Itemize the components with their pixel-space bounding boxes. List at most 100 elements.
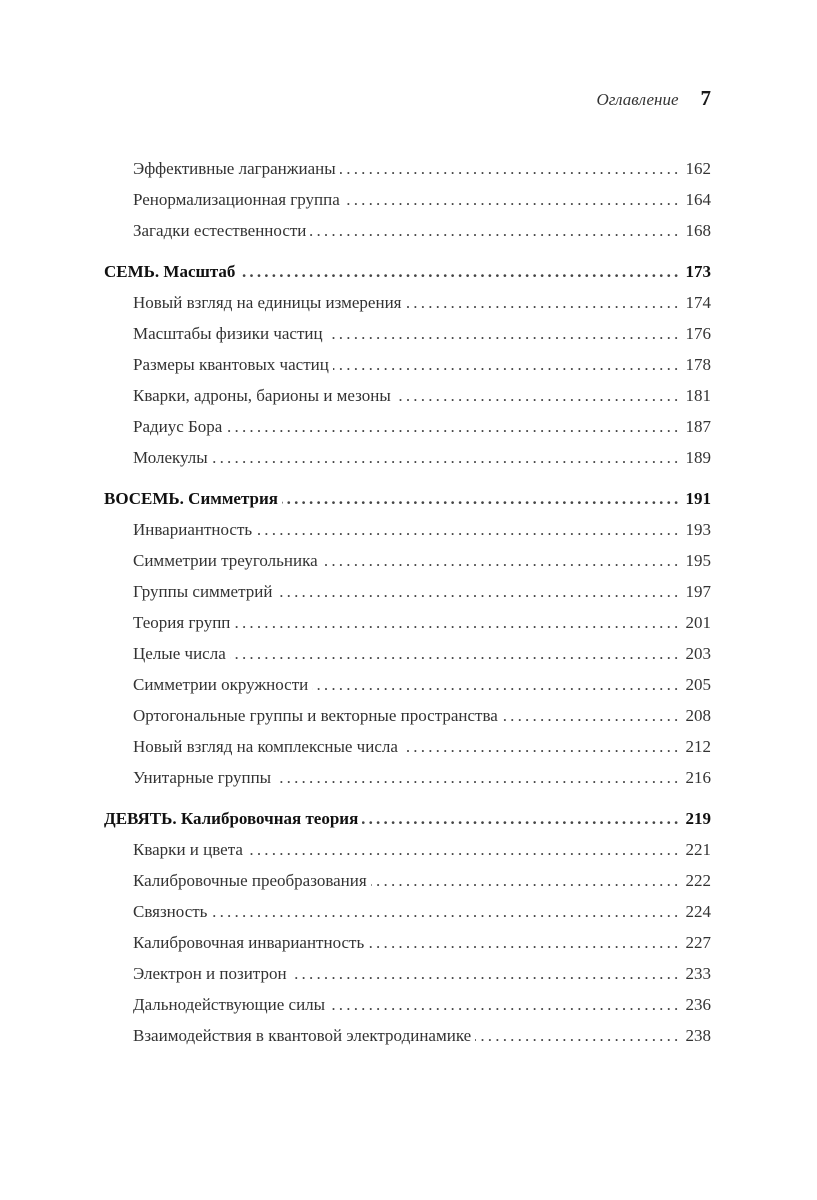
toc-entry-title: Молекулы [133, 448, 208, 467]
toc-section-entry[interactable]: Радиус Бора.............................… [104, 411, 711, 442]
toc-section-entry[interactable]: Симметрии окружности....................… [104, 669, 711, 700]
toc-entry-title: Радиус Бора [133, 417, 223, 436]
toc-section-entry[interactable]: Ортогональные группы и векторные простра… [104, 700, 711, 731]
toc-entry-page: 168 [685, 221, 712, 240]
toc-entry-page: 212 [685, 737, 712, 756]
toc-entry-page: 208 [685, 706, 712, 725]
toc-section-entry[interactable]: Унитарные группы........................… [104, 762, 711, 793]
toc-entry-title: Размеры квантовых частиц [133, 355, 329, 374]
dot-leader: ........................................… [230, 644, 682, 663]
toc-entry-title: Электрон и позитрон [133, 964, 287, 983]
toc-section-entry[interactable]: Группы симметрий........................… [104, 576, 711, 607]
running-header: Оглавление 7 [596, 86, 711, 111]
toc-entry-page: 176 [685, 324, 712, 343]
toc-section-entry[interactable]: Теория групп............................… [104, 607, 711, 638]
dot-leader: ........................................… [234, 613, 682, 632]
toc-section-entry[interactable]: Связность...............................… [104, 896, 711, 927]
dot-leader: ........................................… [276, 582, 682, 601]
toc-entry-page: 224 [685, 902, 712, 921]
dot-leader: ........................................… [501, 706, 682, 725]
dot-leader: ........................................… [312, 675, 682, 694]
toc-section-entry[interactable]: Целые числа.............................… [104, 638, 711, 669]
toc-entry-page: 205 [685, 675, 712, 694]
toc-chapter-entry[interactable]: ДЕВЯТЬ. Калибровочная теория............… [104, 803, 711, 834]
dot-leader: ........................................… [310, 221, 682, 240]
dot-leader: ........................................… [362, 809, 682, 828]
toc-section-entry[interactable]: Новый взгляд на комплексные числа.......… [104, 731, 711, 762]
toc-entry-title: Калибровочная инвариантность [133, 933, 365, 952]
toc-entry-page: 162 [685, 159, 712, 178]
toc-section-entry[interactable]: Масштабы физики частиц..................… [104, 318, 711, 349]
toc-entry-page: 201 [685, 613, 712, 632]
toc-section-entry[interactable]: Новый взгляд на единицы измерения.......… [104, 287, 711, 318]
dot-leader: ........................................… [475, 1026, 682, 1045]
toc-section-entry[interactable]: Эффективные лагранжианы.................… [104, 153, 711, 184]
dot-leader: ........................................… [291, 964, 682, 983]
toc-entry-page: 181 [685, 386, 712, 405]
toc-entry-title: Масштабы физики частиц [133, 324, 323, 343]
toc-section-entry[interactable]: Размеры квантовых частиц................… [104, 349, 711, 380]
toc-section-entry[interactable]: Загадки естественности..................… [104, 215, 711, 246]
toc-entry-title: Взаимодействия в квантовой электродинами… [133, 1026, 472, 1045]
toc-section-entry[interactable]: Ренормализационная группа...............… [104, 184, 711, 215]
toc-entry-page: 227 [685, 933, 712, 952]
toc-entry-title: Ренормализационная группа [133, 190, 340, 209]
dot-leader: ........................................… [339, 159, 682, 178]
toc-section-entry[interactable]: Симметрии треугольника..................… [104, 545, 711, 576]
toc-entry-title: Новый взгляд на единицы измерения [133, 293, 402, 312]
toc-section-entry[interactable]: Взаимодействия в квантовой электродинами… [104, 1020, 711, 1051]
toc-entry-page: 174 [685, 293, 712, 312]
toc-section-entry[interactable]: Электрон и позитрон.....................… [104, 958, 711, 989]
toc-entry-page: 233 [685, 964, 712, 983]
dot-leader: ........................................… [321, 551, 682, 570]
toc-section-entry[interactable]: Дальнодействующие силы..................… [104, 989, 711, 1020]
dot-leader: ........................................… [282, 489, 682, 508]
toc-entry-page: 219 [685, 809, 712, 828]
toc-entry-title: Группы симметрий [133, 582, 273, 601]
dot-leader: ........................................… [332, 355, 682, 374]
dot-leader: ........................................… [395, 386, 682, 405]
toc-entry-page: 195 [685, 551, 712, 570]
dot-leader: ........................................… [402, 737, 682, 756]
dot-leader: ........................................… [226, 417, 682, 436]
dot-leader: ........................................… [343, 190, 682, 209]
toc-entry-title: Симметрии треугольника [133, 551, 318, 570]
toc-entry-title: Кварки, адроны, барионы и мезоны [133, 386, 391, 405]
toc-entry-page: 191 [685, 489, 712, 508]
dot-leader: ........................................… [212, 448, 682, 467]
toc-section-entry[interactable]: Молекулы................................… [104, 442, 711, 473]
page-number: 7 [700, 86, 712, 110]
table-of-contents: Эффективные лагранжианы.................… [104, 153, 711, 1051]
toc-entry-page: 238 [685, 1026, 712, 1045]
dot-leader: ........................................… [275, 768, 682, 787]
toc-chapter-entry[interactable]: СЕМЬ. Масштаб...........................… [104, 256, 711, 287]
toc-entry-page: 164 [685, 190, 712, 209]
toc-section-entry[interactable]: Калибровочные преобразования............… [104, 865, 711, 896]
toc-chapter-entry[interactable]: ВОСЕМЬ. Симметрия.......................… [104, 483, 711, 514]
toc-section-entry[interactable]: Кварки и цвета..........................… [104, 834, 711, 865]
toc-entry-page: 173 [685, 262, 712, 281]
dot-leader: ........................................… [371, 871, 682, 890]
toc-entry-title: Кварки и цвета [133, 840, 243, 859]
dot-leader: ........................................… [211, 902, 682, 921]
toc-entry-title: Ортогональные группы и векторные простра… [133, 706, 498, 725]
toc-entry-page: 203 [685, 644, 712, 663]
toc-entry-title: Новый взгляд на комплексные числа [133, 737, 398, 756]
toc-entry-page: 178 [685, 355, 712, 374]
toc-entry-title: ВОСЕМЬ. Симметрия [104, 489, 278, 508]
toc-entry-page: 197 [685, 582, 712, 601]
dot-leader: ........................................… [368, 933, 682, 952]
toc-section-entry[interactable]: Инвариантность..........................… [104, 514, 711, 545]
toc-entry-title: Эффективные лагранжианы [133, 159, 336, 178]
dot-leader: ........................................… [405, 293, 682, 312]
toc-section-entry[interactable]: Кварки, адроны, барионы и мезоны........… [104, 380, 711, 411]
toc-entry-title: Теория групп [133, 613, 231, 632]
toc-entry-title: Инвариантность [133, 520, 253, 539]
toc-section-entry[interactable]: Калибровочная инвариантность............… [104, 927, 711, 958]
toc-entry-page: 216 [685, 768, 712, 787]
toc-entry-title: ДЕВЯТЬ. Калибровочная теория [104, 809, 359, 828]
toc-entry-title: Связность [133, 902, 208, 921]
toc-entry-title: Калибровочные преобразования [133, 871, 367, 890]
toc-entry-title: Симметрии окружности [133, 675, 309, 694]
toc-entry-title: СЕМЬ. Масштаб [104, 262, 236, 281]
